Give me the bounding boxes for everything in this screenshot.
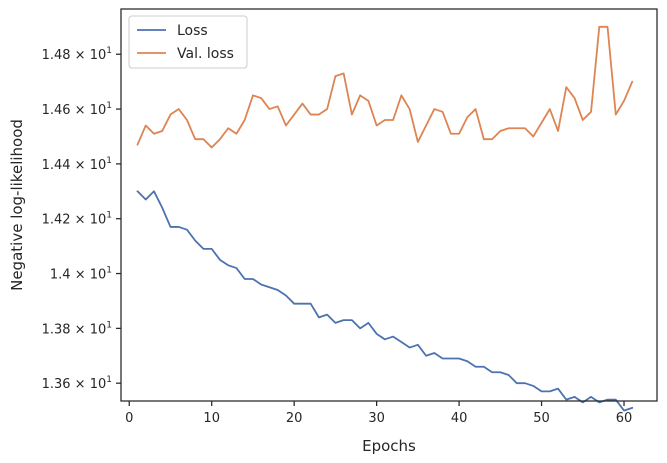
y-tick-exponent: 1 xyxy=(106,156,112,166)
x-axis-ticks: 0 10 20 30 40 50 60 xyxy=(125,401,632,426)
legend-box xyxy=(128,15,248,69)
legend-label-loss: Loss xyxy=(177,23,208,39)
y-tick-exponent: 1 xyxy=(106,320,112,330)
plot-background xyxy=(121,9,657,401)
y-tick-label: 1.4 × 101 xyxy=(50,266,112,283)
x-axis-label: Epochs xyxy=(362,437,416,455)
x-tick-label: 0 xyxy=(125,411,133,426)
x-tick-label: 30 xyxy=(368,411,385,426)
x-tick-label: 10 xyxy=(203,411,220,426)
x-tick-label: 60 xyxy=(616,411,633,426)
y-tick-label: 1.38 × 101 xyxy=(42,320,112,337)
y-tick-label: 1.46 × 101 xyxy=(42,101,112,118)
series-line-loss xyxy=(136,190,634,412)
y-tick-exponent: 1 xyxy=(106,375,112,385)
series-lines xyxy=(136,25,634,412)
y-tick-label: 1.44 × 101 xyxy=(42,156,112,173)
y-tick-exponent: 1 xyxy=(106,266,112,276)
y-tick-exponent: 1 xyxy=(106,46,112,56)
y-tick-label: 1.36 × 101 xyxy=(42,375,112,392)
series-line-val-loss xyxy=(136,25,634,149)
legend-label-val-loss: Val. loss xyxy=(177,46,234,62)
y-tick-label: 1.48 × 101 xyxy=(42,46,112,63)
x-tick-label: 20 xyxy=(286,411,303,426)
y-axis-label: Negative log-likelihood xyxy=(8,119,26,291)
plot-frame xyxy=(120,8,658,402)
y-tick-exponent: 1 xyxy=(106,101,112,111)
x-tick-label: 50 xyxy=(533,411,550,426)
y-tick-label: 1.42 × 101 xyxy=(42,211,112,228)
legend: Loss Val. loss xyxy=(128,15,248,69)
x-tick-label: 40 xyxy=(451,411,468,426)
y-tick-exponent: 1 xyxy=(106,211,112,221)
